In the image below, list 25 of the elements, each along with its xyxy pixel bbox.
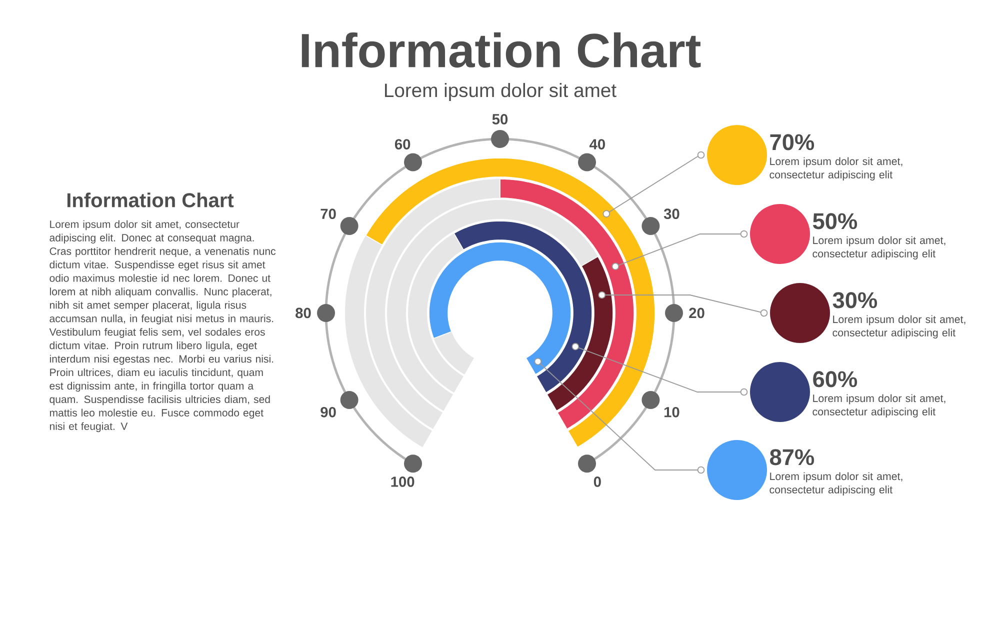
text: 80 <box>296 308 311 318</box>
text: 70 <box>320 208 336 220</box>
data-label: 30% <box>832 292 878 308</box>
text: 50 <box>492 114 508 124</box>
text: 90 <box>320 406 336 418</box>
data-label: 50% <box>812 213 858 230</box>
text: Lorem ipsum dolor sit amet, consectetur adipiscing elit. Donec at consequat magna. Cras porttitor hendrerit neque, a venenatis nunc dictum vitae. Suspendisse eget risus sit amet odio maximus molestie id nec lorem. Donec ut lorem at nibh aliquam convallis. Nunc placerat, nibh sit amet semper placerat, ligula risus accumsan nulla, in feugiat nisi metus in mauris. Vestibulum feugiat felis sem, vel sodales eros dictum vitae. Proin rutrum libero ligula, eget interdum nisi egestas nec. Morbi eu varius nisi. Proin ultrices, diam eu iaculis tincidunt, quam est dignissim ante, in fringilla tortor quam a quam. Suspendisse facilisis ultricies diam, sed mattis leo molestie eu. Fusce commodo eget nisi et feugiat. V <box>49 220 276 432</box>
category-label: Lorem ipsum dolor sit amet, consectetur adipiscing elit <box>770 157 902 181</box>
text: 60 <box>394 139 410 150</box>
text: 40 <box>590 139 605 150</box>
text: 20 <box>689 308 704 318</box>
category-label: Lorem ipsum dolor sit amet, consectetur adipiscing elit <box>812 236 946 260</box>
text: Information Chart <box>67 192 234 208</box>
category-label: Lorem ipsum dolor sit amet, consectetur adipiscing elit <box>770 472 902 496</box>
category-label: Lorem ipsum dolor sit amet, consectetur adipiscing elit <box>812 394 946 418</box>
category-label: Lorem ipsum dolor sit amet, consectetur adipiscing elit <box>832 315 966 339</box>
text: 10 <box>664 406 680 418</box>
data-label: 70% <box>770 134 814 150</box>
text: 0 <box>594 476 601 487</box>
text: 30 <box>664 208 680 220</box>
text: 100 <box>391 476 414 487</box>
data-label: 60% <box>813 371 858 388</box>
text: Information Chart <box>302 32 701 68</box>
text: Lorem ipsum dolor sit amet <box>385 82 616 102</box>
data-label: 87% <box>770 449 814 466</box>
